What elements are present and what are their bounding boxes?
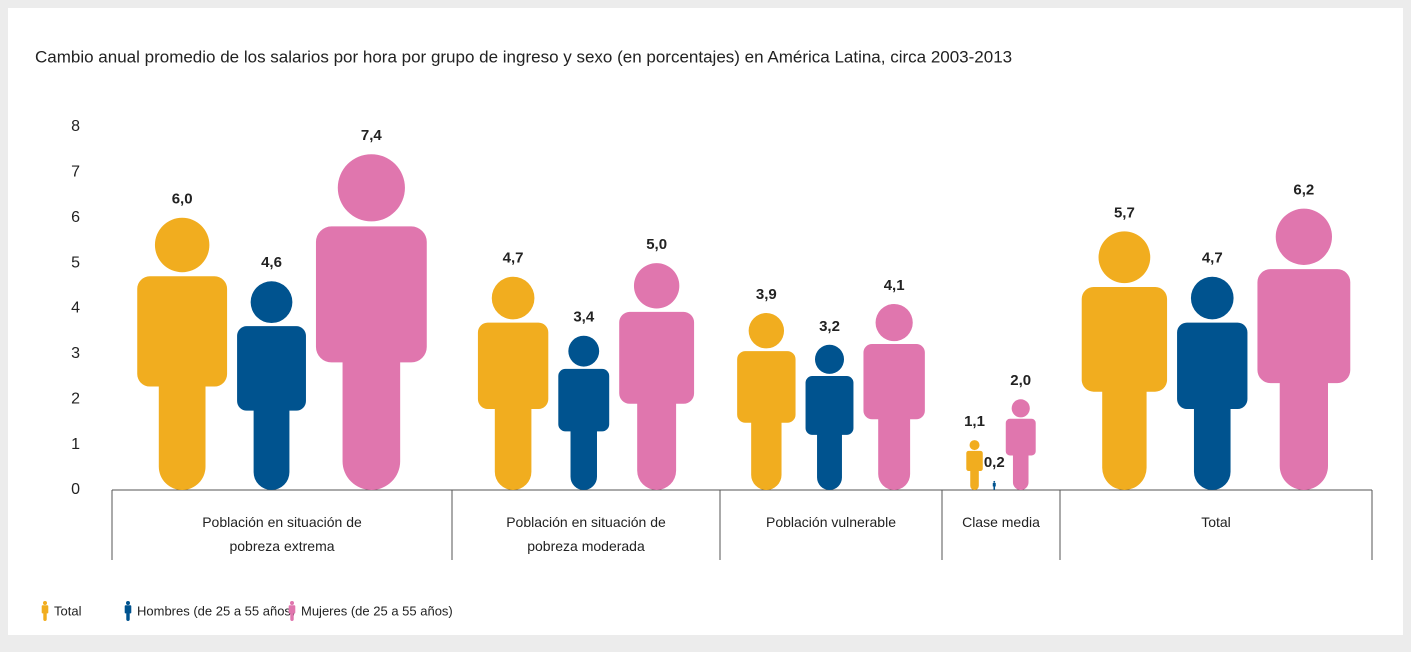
value-label: 0,2	[984, 454, 1005, 471]
value-label: 6,2	[1293, 182, 1314, 199]
y-tick-label: 8	[71, 118, 80, 135]
legend-label: Hombres (de 25 a 55 años)	[137, 603, 295, 618]
x-tick-label: Total	[1201, 514, 1231, 530]
panel	[8, 8, 1403, 635]
legend-icon	[288, 601, 296, 621]
value-label: 3,2	[819, 318, 840, 335]
value-label: 1,1	[964, 413, 985, 430]
legend-icon	[124, 601, 132, 621]
person-bar	[237, 281, 306, 490]
legend-icon	[41, 601, 49, 621]
person-bar	[1257, 208, 1351, 490]
value-label: 4,7	[1202, 250, 1223, 267]
x-tick-label: Población vulnerable	[766, 514, 896, 530]
y-tick-label: 2	[71, 390, 80, 407]
value-label: 4,1	[884, 277, 905, 294]
person-bar	[966, 440, 983, 490]
person-bar	[1005, 399, 1036, 490]
person-bar	[992, 480, 996, 490]
value-label: 5,7	[1114, 204, 1135, 221]
person-bar	[863, 303, 925, 490]
x-tick-label: Población en situación de pobreza extrem…	[202, 514, 362, 554]
y-tick-label: 7	[71, 164, 80, 181]
y-tick-label: 5	[71, 254, 80, 271]
y-tick-label: 6	[71, 209, 80, 226]
value-label: 3,9	[756, 286, 777, 303]
y-tick-label: 4	[71, 300, 80, 317]
x-tick-label: Clase media	[962, 514, 1040, 530]
value-label: 5,0	[646, 236, 667, 253]
legend-label: Mujeres (de 25 a 55 años)	[301, 603, 453, 618]
legend-label: Total	[54, 603, 82, 618]
value-label: 4,7	[503, 250, 524, 267]
person-bar	[137, 217, 228, 490]
person-bar	[558, 335, 610, 490]
value-label: 2,0	[1010, 372, 1031, 389]
person-bar	[737, 313, 796, 490]
chart-title: Cambio anual promedio de los salarios po…	[35, 47, 1012, 66]
person-bar	[1177, 276, 1248, 490]
person-bar	[315, 154, 427, 490]
value-label: 4,6	[261, 254, 282, 271]
y-tick-label: 1	[71, 436, 80, 453]
value-label: 6,0	[172, 191, 193, 208]
y-tick-label: 3	[71, 345, 80, 362]
person-bar	[619, 263, 695, 490]
person-bar	[805, 344, 854, 490]
value-label: 7,4	[361, 127, 383, 144]
x-tick-label: Población en situación de pobreza modera…	[506, 514, 666, 554]
y-tick-label: 0	[71, 481, 80, 498]
person-bar	[1081, 231, 1168, 490]
value-label: 3,4	[573, 309, 595, 326]
person-bar	[477, 276, 549, 490]
